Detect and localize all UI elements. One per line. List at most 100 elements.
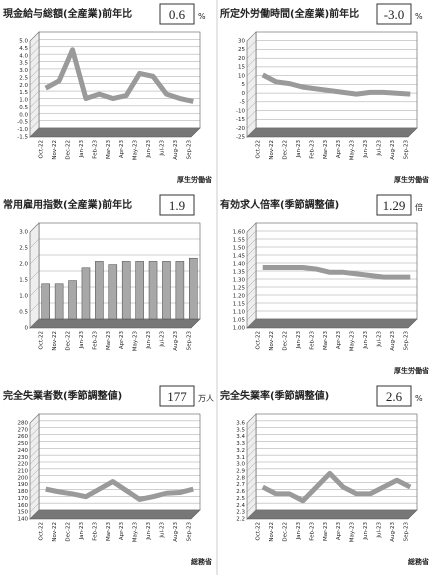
y-tick-label: 25 — [238, 47, 245, 53]
y-tick-label: 240 — [18, 448, 29, 454]
bar — [81, 267, 91, 320]
side-grid-line — [29, 318, 40, 329]
side-grid-line — [246, 230, 257, 241]
x-tick-label: Aug-23 — [173, 331, 179, 351]
x-tick-label: Oct-22 — [256, 140, 262, 159]
x-tick-label: Oct-22 — [39, 522, 45, 541]
y-tick-label: 150 — [18, 510, 29, 516]
x-tick-label: May-23 — [350, 331, 356, 352]
x-tick-label: Jan-23 — [296, 140, 302, 159]
y-tick-label: 1.35 — [233, 270, 246, 276]
back-wall — [38, 31, 201, 129]
x-tick-label: Jun-23 — [363, 140, 369, 159]
y-tick-label: 4.5 — [19, 46, 28, 52]
floor — [29, 509, 201, 520]
y-tick-label: 3.5 — [19, 61, 28, 67]
y-tick-label: 1.30 — [233, 278, 246, 284]
value-box-text: 0.6 — [169, 7, 186, 22]
x-tick-label: Jun-23 — [146, 331, 152, 350]
side-wall — [29, 31, 40, 138]
side-grid-line — [246, 441, 257, 451]
y-tick-label: 140 — [18, 517, 29, 523]
x-tick-label: Mar-23 — [106, 522, 112, 542]
y-tick-label: 1.15 — [233, 302, 246, 308]
y-tick-label: 260 — [18, 434, 29, 440]
floor — [246, 318, 418, 329]
unit: % — [198, 12, 206, 21]
side-grid-line — [29, 105, 40, 115]
x-tick-label: Feb-23 — [309, 140, 315, 159]
x-tick-label: Nov-22 — [52, 140, 58, 160]
x-tick-label: Aug-23 — [390, 522, 396, 542]
x-tick-label: Apr-23 — [336, 140, 342, 159]
y-tick-label: 1.25 — [233, 286, 246, 292]
x-tick-label: Jul-23 — [376, 140, 382, 157]
value-box — [159, 3, 195, 25]
chart-title: 現金給与総額(全産業)前年比 — [3, 7, 132, 20]
x-tick-label: Feb-23 — [92, 140, 98, 159]
value-box-text: 2.6 — [386, 389, 403, 404]
side-grid-line — [246, 270, 257, 281]
value-box-text: 1.9 — [169, 198, 185, 213]
side-grid-line — [29, 39, 40, 49]
side-grid-line — [29, 68, 40, 79]
line-series — [261, 72, 411, 97]
x-tick-label: Nov-22 — [269, 140, 275, 160]
y-tick-label: 1.5 — [19, 90, 28, 96]
side-grid-line — [246, 503, 257, 513]
y-tick-label: 2.5 — [236, 496, 245, 502]
x-tick-label: May-23 — [350, 522, 356, 543]
side-grid-line — [246, 66, 257, 77]
y-tick-label: 30 — [238, 39, 245, 45]
y-tick-label: -5 — [240, 100, 246, 106]
y-tick-label: 2.9 — [236, 469, 245, 475]
value-box-text: 177 — [167, 389, 187, 404]
x-tick-label: Oct-22 — [39, 140, 45, 159]
y-tick-label: 3.0 — [236, 462, 245, 468]
x-tick-label: Jan-23 — [79, 331, 85, 350]
y-tick-label: 170 — [18, 496, 29, 502]
y-tick-label: 1.40 — [233, 262, 246, 268]
side-grid-line — [246, 119, 257, 129]
y-tick-label: 10 — [238, 73, 245, 79]
bar — [41, 283, 50, 320]
y-tick-label: 3.0 — [19, 230, 28, 236]
side-grid-line — [29, 427, 40, 437]
floor — [29, 318, 201, 329]
x-tick-label: Jun-23 — [363, 331, 369, 350]
x-tick-label: Nov-22 — [52, 331, 58, 351]
y-tick-label: 1.5 — [19, 278, 28, 284]
side-grid-line — [29, 46, 40, 56]
y-tick-label: 1.60 — [233, 230, 246, 236]
x-tick-label: Feb-23 — [309, 522, 315, 541]
x-tick-label: May-23 — [133, 331, 139, 352]
x-tick-label: Jan-23 — [79, 522, 85, 541]
side-grid-line — [246, 238, 257, 249]
value-box — [376, 194, 412, 216]
side-grid-line — [29, 420, 40, 430]
side-grid-line — [29, 238, 40, 249]
bar — [68, 280, 77, 320]
value-box — [159, 194, 195, 216]
chart-title: 完全失業率(季節調整値) — [220, 389, 329, 402]
y-tick-label: 190 — [18, 482, 29, 488]
bar — [135, 261, 144, 320]
y-tick-label: 3.4 — [236, 434, 245, 440]
bar — [121, 261, 131, 320]
y-tick-label: 2.6 — [236, 489, 245, 495]
side-grid-line — [29, 496, 40, 506]
side-grid-line — [246, 496, 257, 506]
side-grid-line — [29, 54, 40, 64]
y-tick-label: 280 — [18, 421, 29, 427]
x-tick-label: Nov-22 — [269, 522, 275, 542]
bar — [95, 261, 104, 320]
y-tick-label: 0.5 — [19, 310, 28, 316]
x-tick-label: May-23 — [350, 140, 356, 161]
side-grid-line — [29, 120, 40, 130]
y-tick-label: 0.5 — [19, 105, 28, 111]
side-grid-line — [246, 482, 257, 492]
x-tick-label: Dec-22 — [66, 522, 72, 542]
y-tick-label: -20 — [236, 126, 245, 132]
y-tick-label: -1.0 — [17, 127, 28, 133]
x-tick-label: Jan-23 — [296, 522, 302, 541]
